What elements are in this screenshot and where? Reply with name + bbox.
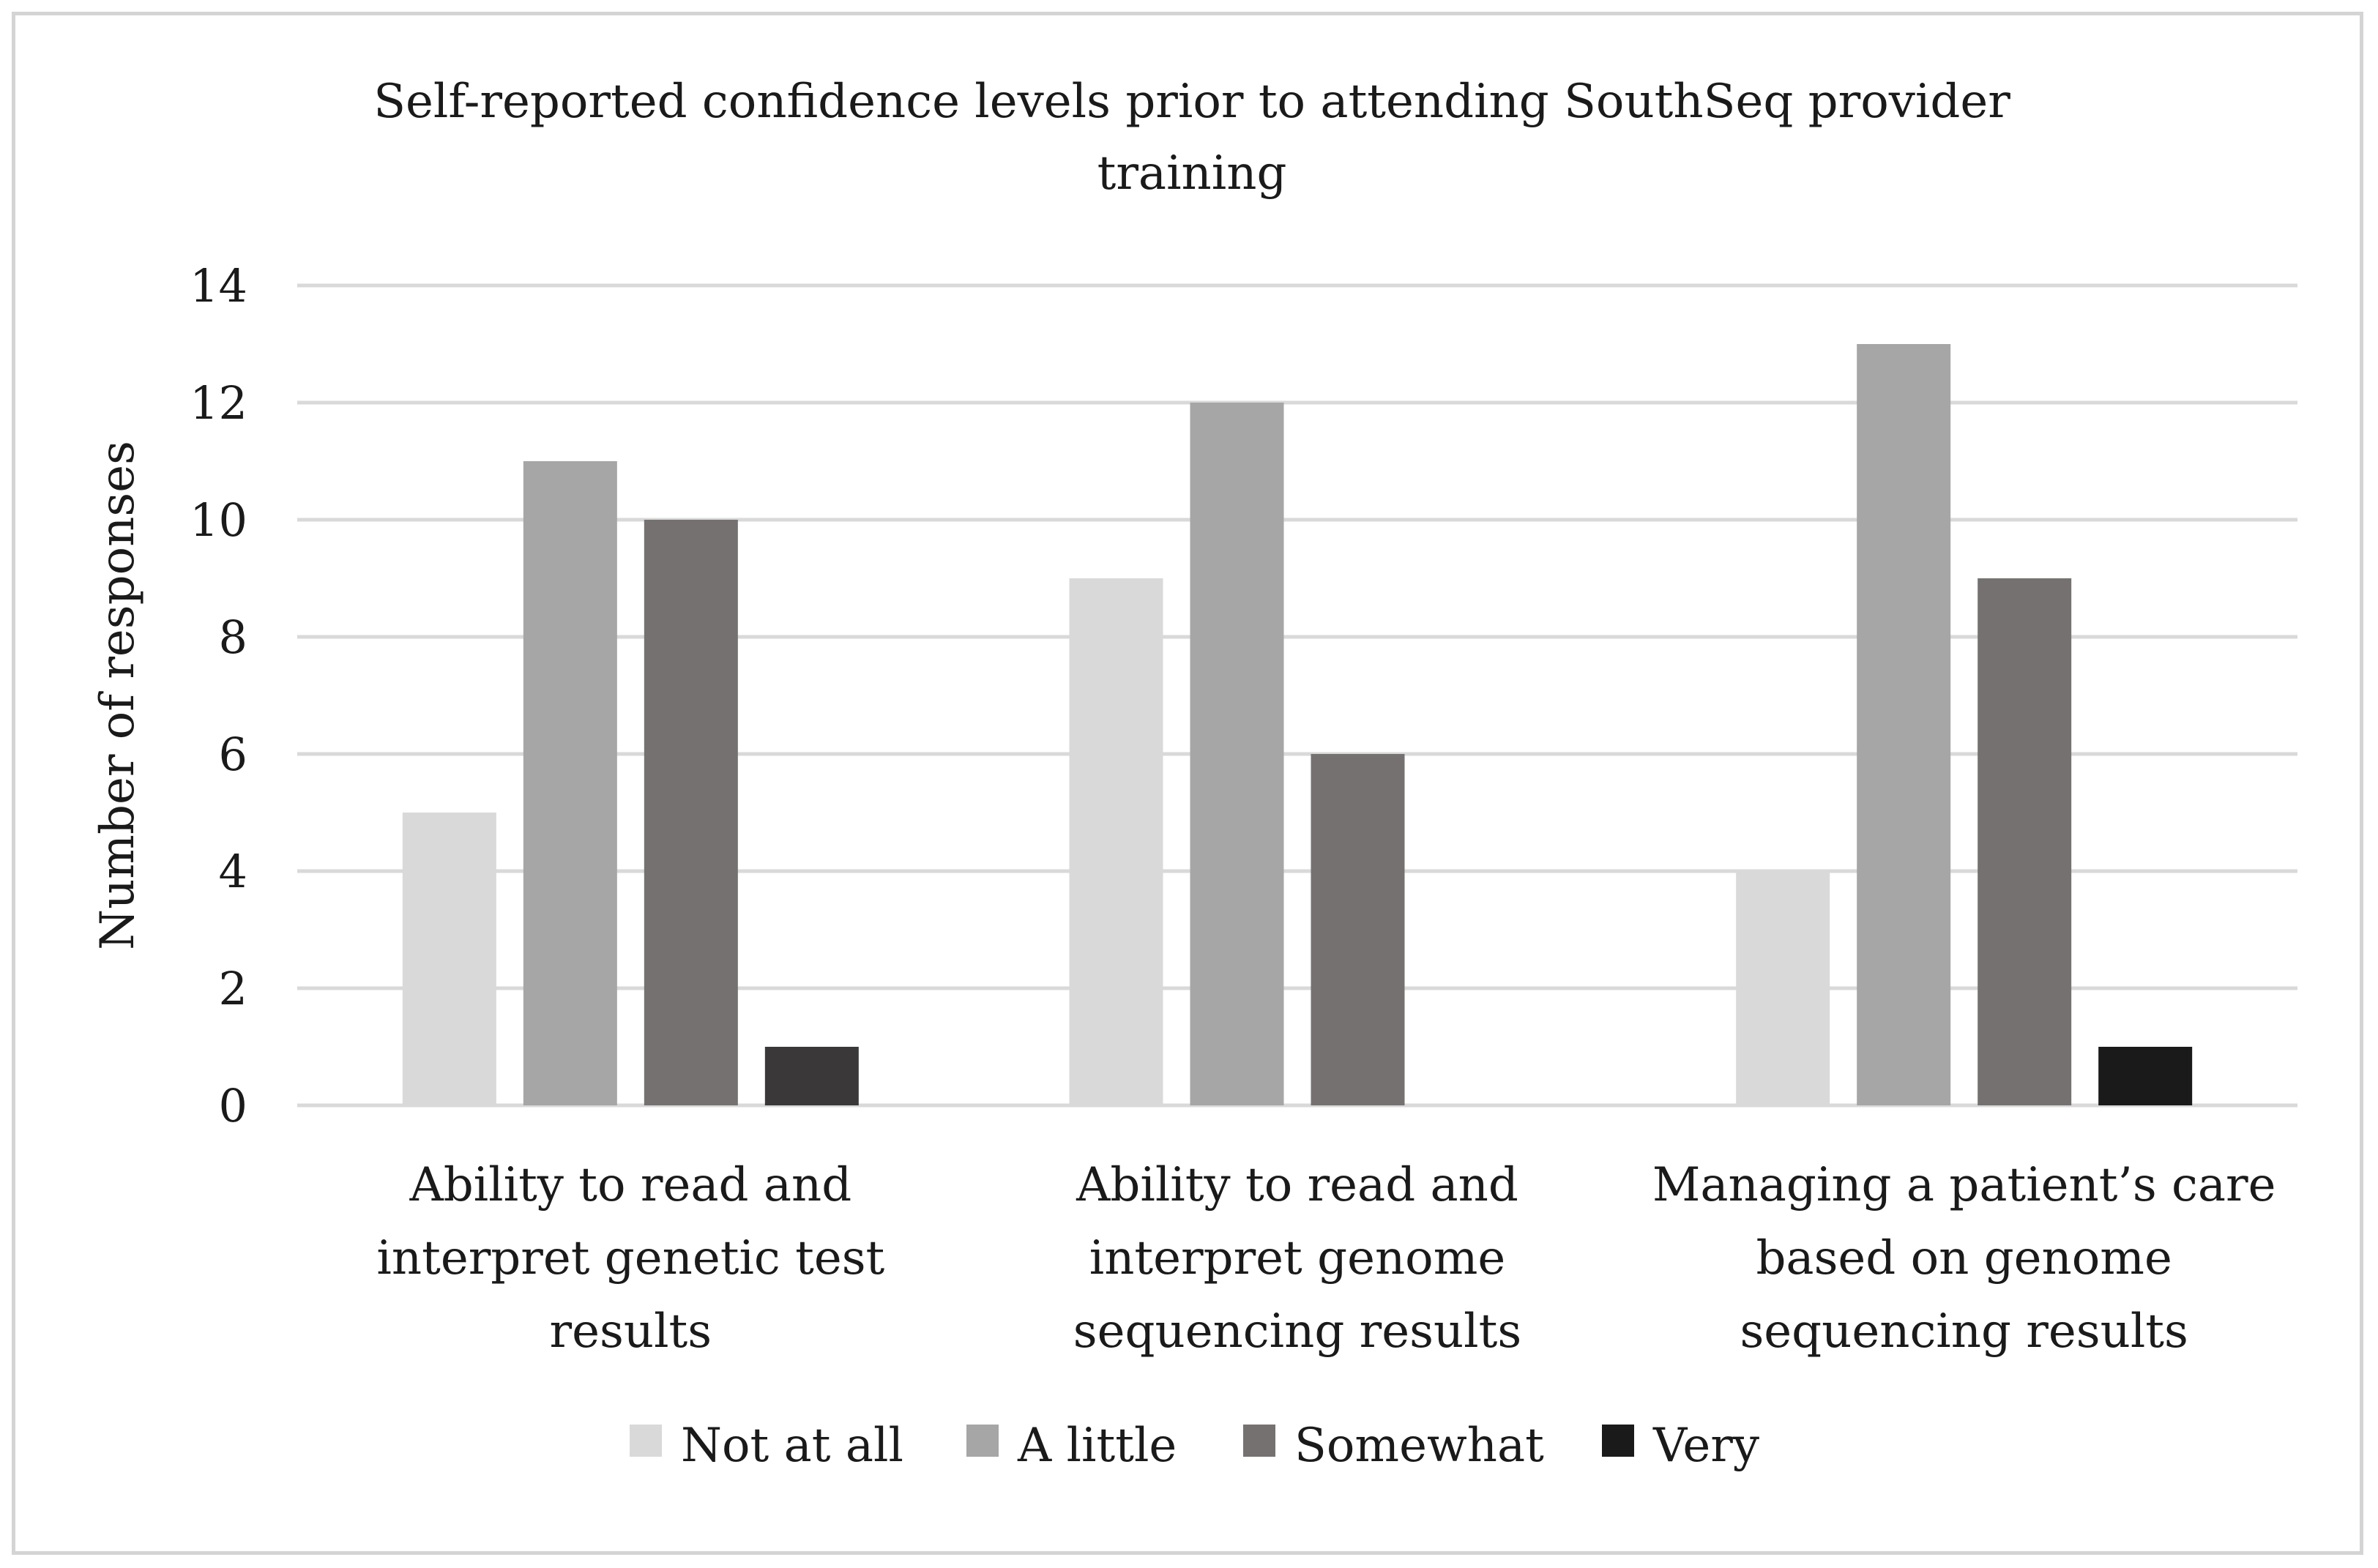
bar-a-little xyxy=(1190,403,1284,1105)
legend-label: A little xyxy=(1017,1419,1177,1473)
chart-title: Self-reported confidence levels prior to… xyxy=(373,75,2010,201)
y-tick-label: 6 xyxy=(219,728,247,781)
x-axis-tick-labels: Ability to read and interpret genetic tes… xyxy=(376,1158,2276,1359)
y-axis-label: Number of responses xyxy=(91,441,145,950)
x-tick-label: interpret genetic test xyxy=(376,1231,884,1285)
y-tick-label: 2 xyxy=(219,962,247,1015)
y-tick-label: 8 xyxy=(219,611,247,664)
legend-swatch xyxy=(1602,1425,1634,1457)
legend-label: Not at all xyxy=(681,1419,903,1473)
bar-a-little xyxy=(1857,344,1951,1105)
bar-not-at-all xyxy=(402,813,496,1105)
gridlines xyxy=(297,283,2297,1108)
x-tick-label: sequencing results xyxy=(1740,1304,2188,1359)
legend-label: Very xyxy=(1652,1419,1759,1473)
bar-a-little xyxy=(523,461,617,1105)
x-tick-label: Managing a patient’s care xyxy=(1652,1158,2276,1212)
x-tick-label: sequencing results xyxy=(1073,1304,1521,1359)
y-tick-label: 12 xyxy=(190,376,247,430)
x-tick-label: results xyxy=(550,1304,712,1359)
legend: Not at all A little Somewhat Very xyxy=(630,1419,1759,1473)
bar-not-at-all xyxy=(1069,578,1163,1105)
bar-somewhat xyxy=(1311,754,1405,1105)
y-tick-label: 14 xyxy=(190,259,247,313)
chart-title-line: training xyxy=(1097,146,1287,201)
y-tick-label: 10 xyxy=(190,493,247,547)
bar-very xyxy=(2098,1047,2193,1105)
legend-swatch xyxy=(1243,1425,1275,1457)
bar-somewhat xyxy=(1978,578,2072,1105)
bar-not-at-all xyxy=(1736,871,1830,1105)
y-tick-label: 4 xyxy=(219,845,247,898)
bars xyxy=(402,344,2193,1105)
legend-swatch xyxy=(966,1425,999,1457)
y-tick-label: 0 xyxy=(219,1079,247,1132)
legend-swatch xyxy=(630,1425,662,1457)
chart-title-line: Self-reported confidence levels prior to… xyxy=(373,75,2010,129)
legend-label: Somewhat xyxy=(1294,1419,1544,1473)
bar-very xyxy=(764,1047,859,1105)
x-tick-label: Ability to read and xyxy=(1076,1158,1518,1212)
x-tick-label: based on genome xyxy=(1756,1231,2172,1285)
x-tick-label: interpret genome xyxy=(1089,1231,1506,1285)
bar-somewhat xyxy=(644,520,738,1105)
y-axis-ticks: 0 2 4 6 8 10 12 14 xyxy=(190,259,247,1132)
chart-frame xyxy=(12,12,2363,1555)
x-tick-label: Ability to read and xyxy=(409,1158,851,1212)
